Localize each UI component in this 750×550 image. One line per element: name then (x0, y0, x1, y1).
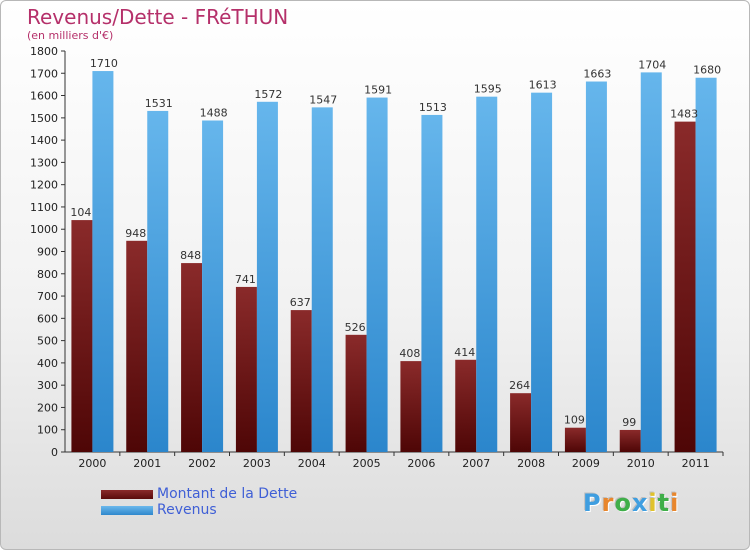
dette-value-label: 408 (399, 347, 420, 360)
revenus-value-label: 1513 (419, 101, 447, 114)
revenus-bar (147, 110, 169, 453)
dette-value-label: 526 (345, 321, 366, 334)
y-tick-label: 1200 (30, 179, 58, 192)
chart-axes: 0 100 200 300 400 500 600 700 800 900 1000 1100 1200… (30, 45, 724, 470)
x-tick-label: 2010 (627, 457, 655, 470)
chart-bars (71, 71, 717, 453)
revenus-bar (476, 96, 498, 453)
logo-letter: i (670, 489, 680, 517)
dette-bar (674, 121, 696, 453)
x-tick-label: 2001 (133, 457, 161, 470)
logo-letter: t (657, 489, 671, 517)
x-tick-label: 2009 (572, 457, 600, 470)
y-tick-label: 400 (37, 357, 58, 370)
revenus-bar (421, 114, 443, 452)
legend-label-dette: Montant de la Dette (157, 486, 298, 502)
revenus-value-label: 1710 (90, 57, 118, 70)
dette-value-label: 99 (622, 416, 636, 429)
x-tick-label: 2000 (78, 457, 106, 470)
dette-bar (510, 393, 532, 452)
dette-value-label: 1483 (670, 108, 698, 121)
y-tick-label: 1700 (30, 67, 58, 80)
legend-swatch-dette (101, 490, 153, 499)
logo-letter: x (631, 489, 649, 517)
x-tick-label: 2006 (407, 457, 435, 470)
y-tick-label: 1100 (30, 201, 58, 214)
dette-bar (345, 334, 367, 452)
y-tick-label: 900 (37, 246, 58, 259)
y-tick-label: 1300 (30, 156, 58, 169)
revenus-value-label: 1572 (254, 88, 282, 101)
dette-bar (564, 427, 586, 452)
revenus-bar (640, 72, 662, 453)
revenus-value-label: 1591 (364, 84, 392, 97)
legend-swatch-revenus (101, 506, 153, 515)
revenus-value-label: 1613 (529, 79, 557, 92)
dette-bar (71, 220, 93, 452)
dette-bar (455, 359, 477, 452)
revenus-value-label: 1704 (638, 58, 666, 71)
y-tick-label: 700 (37, 290, 58, 303)
revenus-value-label: 1663 (583, 68, 611, 81)
proxiti-logo: Proxiti (583, 489, 679, 517)
revenus-value-label: 1680 (693, 64, 721, 77)
revenus-bar (202, 120, 224, 453)
x-tick-label: 2003 (243, 457, 271, 470)
x-tick-label: 2002 (188, 457, 216, 470)
revenus-value-label: 1531 (145, 97, 173, 110)
dette-bar (181, 263, 203, 452)
y-tick-label: 1600 (30, 90, 58, 103)
dette-value-label: 637 (290, 296, 311, 309)
dette-bar (619, 429, 641, 452)
revenus-bar (256, 101, 278, 452)
dette-value-label: 848 (180, 249, 201, 262)
y-tick-label: 200 (37, 401, 58, 414)
dette-value-label: 109 (564, 414, 585, 427)
revenus-bar (311, 107, 333, 452)
revenus-bar (366, 97, 388, 453)
x-tick-label: 2008 (517, 457, 545, 470)
revenus-bar (695, 77, 717, 452)
chart-title: Revenus/Dette - FRéTHUN (27, 5, 289, 29)
y-tick-label: 1800 (30, 45, 58, 58)
y-tick-label: 300 (37, 379, 58, 392)
revenus-bar (531, 92, 553, 452)
y-tick-label: 0 (51, 446, 58, 459)
dette-value-label: 264 (509, 379, 530, 392)
dette-bar (235, 286, 257, 452)
dette-value-label: 948 (125, 227, 146, 240)
dette-bar (400, 361, 422, 452)
logo-letter: i (648, 489, 658, 517)
dette-value-label: 741 (235, 273, 256, 286)
revenus-value-label: 1488 (200, 107, 228, 120)
dette-value-label: 104 (70, 206, 91, 219)
dette-value-label: 414 (454, 346, 475, 359)
chart-subtitle: (en milliers d'€) (27, 29, 114, 42)
legend-label-revenus: Revenus (157, 502, 217, 518)
x-tick-label: 2005 (353, 457, 381, 470)
y-tick-label: 800 (37, 268, 58, 281)
revenus-bar (92, 71, 114, 453)
y-tick-label: 1400 (30, 134, 58, 147)
logo-letter: r (601, 489, 615, 517)
dette-bar (290, 310, 312, 452)
revenus-value-label: 1547 (309, 93, 337, 106)
y-tick-label: 100 (37, 424, 58, 437)
y-tick-label: 600 (37, 312, 58, 325)
revenus-bar (585, 81, 607, 452)
x-tick-label: 2007 (462, 457, 490, 470)
y-tick-label: 1000 (30, 223, 58, 236)
logo-letter: o (614, 489, 632, 517)
y-tick-label: 500 (37, 335, 58, 348)
x-tick-label: 2004 (298, 457, 326, 470)
revenus-value-label: 1595 (474, 83, 502, 96)
x-tick-label: 2011 (682, 457, 710, 470)
chart-data-labels: 104 1710 948 1531 848 1488 741 1572 637 1547 526 15… (70, 57, 721, 429)
logo-letter: P (583, 489, 602, 517)
y-tick-label: 1500 (30, 112, 58, 125)
dette-bar (126, 240, 148, 452)
